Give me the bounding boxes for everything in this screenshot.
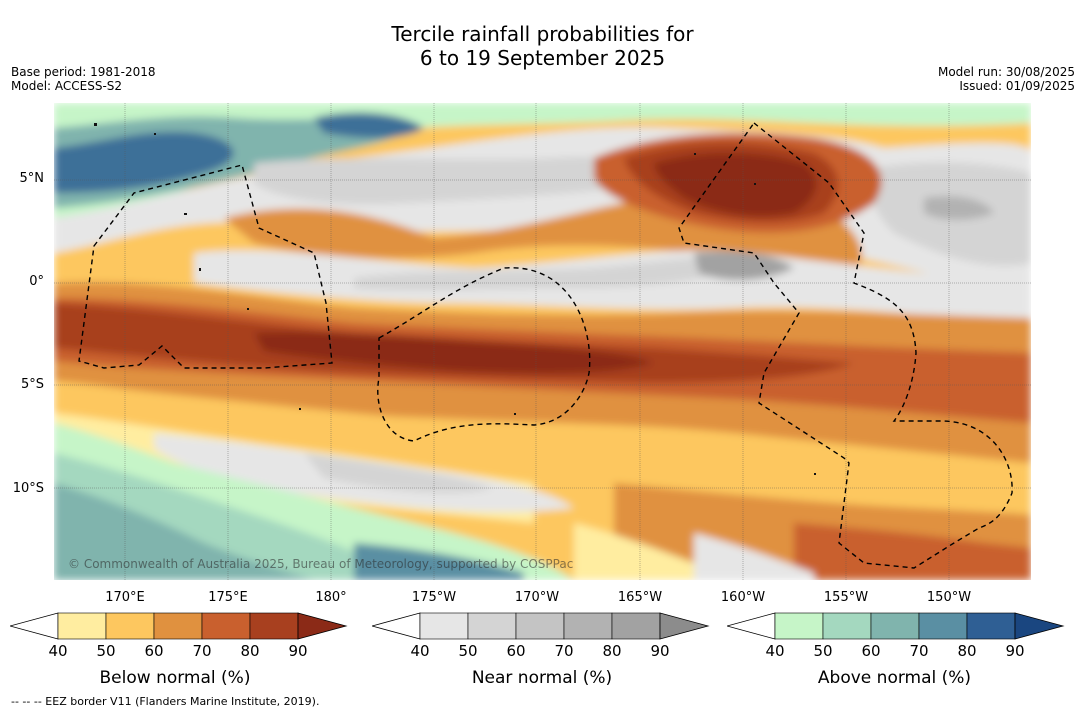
lat-label-5s: 5°S [20, 377, 44, 392]
map-title: Tercile rainfall probabilities for 6 to … [0, 22, 1085, 70]
colorbar-segment [774, 612, 824, 640]
meta-left: Base period: 1981-2018 Model: ACCESS-S2 [11, 65, 156, 93]
lon-label-150w: 150°W [926, 590, 972, 605]
lat-label-5n: 5°N [19, 171, 45, 186]
colorbar-segment [105, 612, 155, 640]
colorbar-segment [515, 612, 565, 640]
colorbar-tick-label: 80 [602, 642, 622, 660]
eez-border-lines [78, 121, 1013, 569]
lat-label-0: 0° [29, 274, 44, 289]
near-normal-label: Near normal (%) [471, 668, 613, 688]
colorbar-tick-label: 60 [144, 642, 164, 660]
above-normal-label: Above normal (%) [817, 668, 972, 688]
colorbar-tick-label: 90 [288, 642, 308, 660]
colorbar-segment [467, 612, 517, 640]
lon-label-170w: 170°W [514, 590, 560, 605]
issued-date: Issued: 01/09/2025 [959, 79, 1075, 93]
below-normal-label: Below normal (%) [99, 668, 251, 688]
colorbar-segment [57, 612, 107, 640]
colorbar-segment [918, 612, 968, 640]
copyright-notice: © Commonwealth of Australia 2025, Bureau… [68, 557, 574, 571]
meta-right: Model run: 30/08/2025 Issued: 01/09/2025 [938, 65, 1075, 93]
colorbar-over-triangle [659, 612, 710, 640]
lon-label-180: 180° [315, 590, 347, 605]
colorbar-segment [611, 612, 661, 640]
below-normal-colorbar [10, 612, 348, 640]
colorbar-tick-label: 90 [650, 642, 670, 660]
base-period: Base period: 1981-2018 [11, 65, 156, 79]
eez-footnote: -- -- -- EEZ border V11 (Flanders Marine… [11, 695, 320, 708]
colorbar-tick-label: 40 [48, 642, 68, 660]
colorbar-tick-label: 90 [1005, 642, 1025, 660]
colorbar-segment [249, 612, 299, 640]
colorbar-tick-label: 70 [909, 642, 929, 660]
colorbar-tick-label: 40 [765, 642, 785, 660]
colorbar-tick-label: 70 [554, 642, 574, 660]
title-line-1: Tercile rainfall probabilities for [391, 22, 694, 46]
model-run: Model run: 30/08/2025 [937, 65, 1075, 79]
colorbar-tick-label: 60 [506, 642, 526, 660]
colorbar-tick-label: 60 [861, 642, 881, 660]
colorbar-tick-label: 50 [813, 642, 833, 660]
colorbar-over-triangle [297, 612, 348, 640]
lon-label-155w: 155°W [823, 590, 869, 605]
lon-label-165w: 165°W [617, 590, 663, 605]
colorbar-over-triangle [1014, 612, 1065, 640]
lat-label-10s: 10°S [12, 481, 44, 496]
title-line-2: 6 to 19 September 2025 [419, 46, 666, 70]
colorbar-segment [201, 612, 251, 640]
model-name: Model: ACCESS-S2 [11, 79, 123, 93]
rainfall-probability-map [54, 103, 1031, 580]
colorbar-segment [153, 612, 203, 640]
colorbar-segment [870, 612, 920, 640]
lon-label-175w: 175°W [411, 590, 457, 605]
colorbar-tick-label: 70 [192, 642, 212, 660]
above-normal-colorbar [727, 612, 1065, 640]
colorbar-under-triangle [10, 612, 59, 640]
lon-label-170e: 170°E [105, 590, 145, 605]
colorbar-tick-label: 50 [96, 642, 116, 660]
colorbar-under-triangle [372, 612, 421, 640]
colorbar-under-triangle [727, 612, 776, 640]
colorbar-segment [966, 612, 1016, 640]
colorbar-tick-label: 80 [240, 642, 260, 660]
colorbar-tick-label: 80 [957, 642, 977, 660]
colorbar-tick-label: 50 [458, 642, 478, 660]
near-normal-colorbar [372, 612, 710, 640]
colorbar-segment [563, 612, 613, 640]
colorbar-segment [822, 612, 872, 640]
lon-label-175e: 175°E [208, 590, 248, 605]
lon-label-160w: 160°W [720, 590, 766, 605]
colorbar-segment [419, 612, 469, 640]
colorbar-tick-label: 40 [410, 642, 430, 660]
